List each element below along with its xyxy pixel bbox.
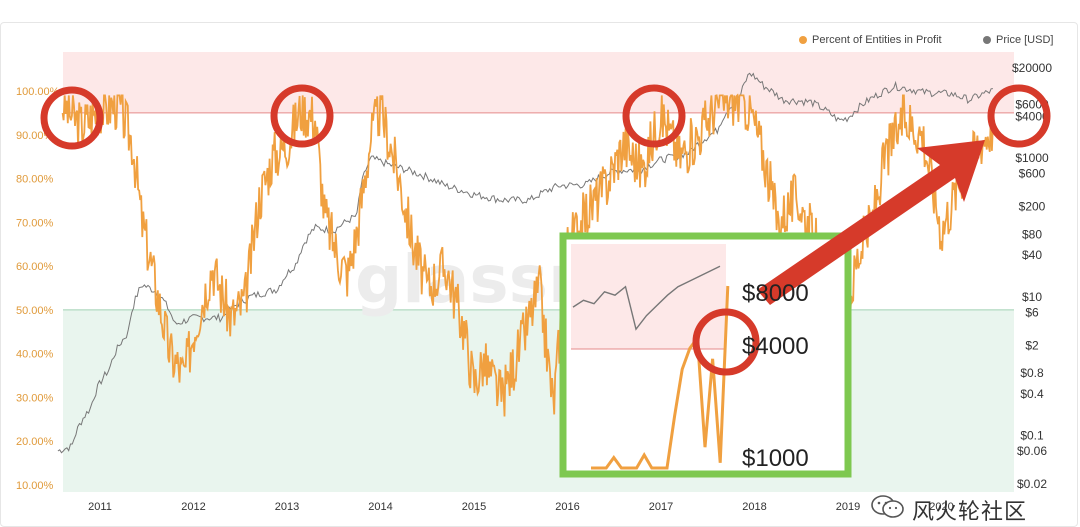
- zones: [63, 52, 1014, 492]
- x-tick-label: 2012: [181, 501, 205, 513]
- y-right-tick-label: $0.1: [1020, 429, 1044, 443]
- legend-profit[interactable]: Percent of Entities in Profit: [799, 34, 942, 46]
- y-left-tick-label: 10.00%: [16, 480, 54, 492]
- x-tick-label: 2016: [555, 501, 579, 513]
- x-tick-label: 2015: [462, 501, 486, 513]
- x-tick-label: 2019: [836, 501, 860, 513]
- legend-profit-dot: [799, 36, 807, 44]
- highlight-circle: [987, 84, 1051, 148]
- y-right-tick-label: $0.8: [1020, 366, 1044, 380]
- trend-arrow: [757, 140, 985, 305]
- inset-price-label: $8000: [742, 280, 809, 307]
- y-right-tick-label: $1000: [1015, 151, 1049, 165]
- annotation-layer: [40, 84, 1051, 376]
- x-tick-label: 2014: [368, 501, 392, 513]
- watermark-text: 风火轮社区: [912, 500, 1028, 525]
- y-right-tick-label: $4000: [1015, 109, 1049, 123]
- inset-high-zone: [571, 244, 726, 349]
- y-right-tick-label: $0.02: [1017, 477, 1047, 491]
- glassnode-watermark: glassn: [355, 241, 595, 318]
- y-left-tick-label: 20.00%: [16, 436, 54, 448]
- inset-price-label: $1000: [742, 445, 809, 472]
- wechat-logo-icon: [871, 495, 904, 518]
- highlight-circle: [270, 84, 334, 148]
- y-right-tick-label: $10: [1022, 290, 1042, 304]
- x-tick-label: 2017: [649, 501, 673, 513]
- profit-high-zone: [63, 52, 1014, 113]
- legend-price-dot: [983, 36, 991, 44]
- legend-profit-label: Percent of Entities in Profit: [812, 34, 942, 46]
- inset-price-line: [572, 265, 721, 331]
- y-right-tick-label: $40: [1022, 248, 1042, 262]
- x-tick-label: 2020: [929, 501, 953, 513]
- y-right-tick-label: $0.06: [1017, 444, 1047, 458]
- y-right-tick-label: $80: [1022, 227, 1042, 241]
- x-tick-label: 2013: [275, 501, 299, 513]
- y-left-tick-label: 80.00%: [16, 174, 54, 186]
- y-right-tick-label: $20000: [1012, 61, 1052, 75]
- legend-price[interactable]: Price [USD]: [983, 34, 1053, 46]
- y-left-tick-label: 40.00%: [16, 349, 54, 361]
- y-left-tick-label: 90.00%: [16, 130, 54, 142]
- profit-low-zone: [63, 309, 1014, 492]
- y-right-tick-label: $2: [1025, 338, 1039, 352]
- x-tick-label: 2011: [88, 501, 112, 513]
- y-left-tick-label: 60.00%: [16, 261, 54, 273]
- y-right-tick-label: $600: [1019, 167, 1046, 181]
- highlight-circle: [40, 86, 104, 150]
- x-tick-label: 2018: [742, 501, 766, 513]
- series-price-line: [57, 72, 993, 454]
- y-right-tick-label: $6: [1025, 305, 1039, 319]
- y-right-tick-label: $0.4: [1020, 387, 1044, 401]
- axes: 10.00% 20.00% 30.00% 40.00% 50.00% 60.00% 70.0…: [16, 61, 1052, 513]
- y-left-tick-label: 50.00%: [16, 305, 54, 317]
- highlight-circle: [622, 84, 686, 148]
- legend-price-label: Price [USD]: [996, 34, 1054, 46]
- inset-price-label: $4000: [742, 333, 809, 360]
- y-left-tick-label: 30.00%: [16, 392, 54, 404]
- top-strip: [0, 0, 1080, 14]
- inset-highlight-circle: [692, 308, 760, 376]
- y-right-tick-label: $200: [1019, 200, 1046, 214]
- inset-profit-line: [591, 285, 730, 470]
- y-left-tick-label: 100.00%: [16, 86, 60, 98]
- y-left-tick-label: 70.00%: [16, 217, 54, 229]
